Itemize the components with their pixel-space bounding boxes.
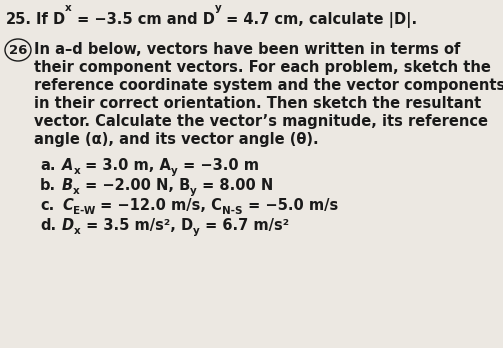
Text: D: D <box>62 218 74 233</box>
Text: x: x <box>73 185 80 196</box>
Text: y: y <box>215 3 221 13</box>
Text: If D: If D <box>36 12 65 27</box>
Text: y: y <box>190 185 197 196</box>
Text: in their correct orientation. Then sketch the resultant: in their correct orientation. Then sketc… <box>34 96 481 111</box>
Text: their component vectors. For each problem, sketch the: their component vectors. For each proble… <box>34 60 491 75</box>
Text: x: x <box>73 166 80 176</box>
Ellipse shape <box>5 39 31 61</box>
Text: angle (α), and its vector angle (θ).: angle (α), and its vector angle (θ). <box>34 132 318 147</box>
Text: = −5.0 m/s: = −5.0 m/s <box>242 198 338 213</box>
Text: reference coordinate system and the vector components: reference coordinate system and the vect… <box>34 78 503 93</box>
Text: = −3.0 m: = −3.0 m <box>178 158 259 173</box>
Text: = −2.00 N, B: = −2.00 N, B <box>80 178 190 193</box>
Text: vector. Calculate the vector’s magnitude, its reference: vector. Calculate the vector’s magnitude… <box>34 114 488 129</box>
Text: E-W: E-W <box>73 206 95 216</box>
Text: 26: 26 <box>9 44 27 56</box>
Text: = 3.5 m/s², D: = 3.5 m/s², D <box>81 218 193 233</box>
Text: d.: d. <box>40 218 56 233</box>
Text: y: y <box>193 226 200 236</box>
Text: 25.: 25. <box>6 12 32 27</box>
Text: N-S: N-S <box>222 206 242 216</box>
Text: = −3.5 cm and D: = −3.5 cm and D <box>72 12 215 27</box>
Text: c.: c. <box>40 198 54 213</box>
Text: B: B <box>62 178 73 193</box>
Text: A: A <box>62 158 73 173</box>
Text: x: x <box>74 226 81 236</box>
Text: y: y <box>171 166 178 176</box>
Text: b.: b. <box>40 178 56 193</box>
Text: a.: a. <box>40 158 55 173</box>
Text: In a–d below, vectors have been written in terms of: In a–d below, vectors have been written … <box>34 42 460 57</box>
Text: = −12.0 m/s, C: = −12.0 m/s, C <box>95 198 222 213</box>
Text: = 6.7 m/s²: = 6.7 m/s² <box>200 218 289 233</box>
Text: C: C <box>62 198 73 213</box>
Text: = 4.7 cm, calculate |D|.: = 4.7 cm, calculate |D|. <box>221 12 417 28</box>
Text: x: x <box>65 3 72 13</box>
Text: = 8.00 N: = 8.00 N <box>197 178 273 193</box>
Text: = 3.0 m, A: = 3.0 m, A <box>80 158 171 173</box>
